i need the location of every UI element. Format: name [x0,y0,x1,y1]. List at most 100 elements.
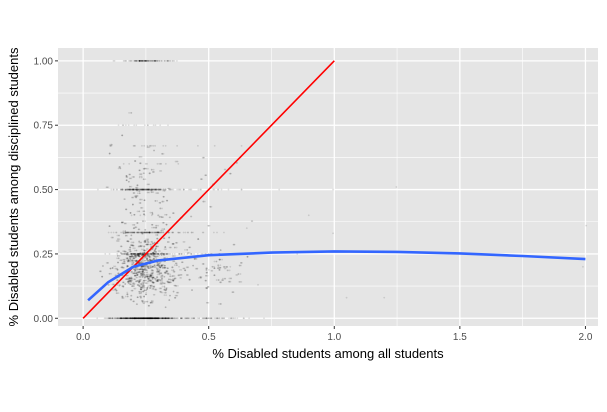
scatter-point [140,317,143,320]
scatter-point [127,188,130,191]
scatter-point [104,253,107,255]
scatter-point [145,317,148,320]
scatter-point [155,188,158,191]
scatter-point [144,317,147,320]
scatter-point [134,253,137,255]
scatter-point [107,317,110,320]
scatter-point [150,253,153,255]
scatter-point [143,188,146,191]
scatter-point [144,317,147,320]
scatter-point [143,124,146,127]
scatter-point [121,188,124,191]
scatter-point [172,279,175,282]
scatter-point [117,257,120,260]
scatter-point [144,279,147,282]
scatter-point [127,188,129,191]
scatter-point [168,231,171,234]
scatter-point [120,188,123,191]
scatter-point [150,317,153,320]
scatter-point [123,222,126,225]
scatter-point [136,280,139,282]
scatter-point [144,241,147,244]
scatter-point [160,274,163,277]
scatter-point [131,241,134,244]
scatter-point [163,264,166,267]
scatter-point [136,274,139,277]
scatter-point [138,284,141,287]
scatter-point [108,317,111,320]
scatter-point [161,277,164,280]
scatter-point [162,189,165,192]
scatter-point [131,244,134,247]
scatter-point [166,267,169,270]
scatter-point [128,255,131,258]
scatter-point [223,231,225,234]
scatter-point [139,280,141,282]
scatter-point [141,188,144,191]
scatter-point [138,290,141,293]
scatter-point [139,253,142,255]
scatter-point [152,251,155,254]
scatter-point [139,253,141,255]
scatter-point [107,231,110,234]
scatter-point [165,286,168,289]
scatter-point [182,267,185,270]
scatter-point [203,200,206,203]
scatter-point [218,303,220,305]
scatter-point [157,263,159,266]
scatter-point [111,283,114,286]
scatter-point [144,162,147,165]
scatter-point [125,222,127,225]
scatter-point [121,266,124,269]
scatter-point [131,196,134,199]
scatter-point [150,253,153,255]
scatter-point [149,317,152,320]
scatter-point [143,231,146,234]
scatter-point [137,317,139,320]
scatter-point [138,188,141,191]
scatter-point [141,268,144,270]
scatter-point [156,264,159,267]
scatter-point [168,241,170,243]
scatter-point [149,274,152,277]
scatter-point [150,317,153,320]
scatter-point [156,234,159,236]
scatter-point [125,278,128,280]
scatter-point [296,253,299,255]
scatter-point [191,317,194,320]
scatter-point [146,317,149,320]
scatter-point [151,317,154,320]
scatter-point [142,172,145,175]
scatter-point [147,275,149,278]
scatter-point [152,124,155,127]
scatter-point [232,317,235,320]
scatter-point [172,260,175,263]
scatter-point [156,276,159,279]
scatter-point [165,317,168,320]
scatter-point [154,124,157,127]
scatter-point [126,278,129,280]
scatter-point [176,291,179,294]
scatter-point [146,243,149,246]
scatter-point [121,221,123,224]
scatter-point [141,272,144,275]
scatter-point [157,270,160,273]
scatter-point [99,270,101,273]
scatter-point [149,317,152,320]
scatter-point [140,188,143,191]
scatter-point [150,188,153,191]
scatter-point [138,317,140,320]
scatter-point [155,288,158,291]
scatter-point [134,255,137,258]
scatter-point [151,211,154,214]
scatter-point [135,188,137,191]
scatter-point [138,59,141,62]
scatter-point [165,253,168,255]
scatter-point [142,188,145,191]
scatter-point [141,253,143,256]
scatter-point [148,317,151,320]
scatter-point [146,254,149,257]
scatter-point [166,253,169,255]
scatter-point [130,244,133,247]
scatter-point [135,124,138,127]
